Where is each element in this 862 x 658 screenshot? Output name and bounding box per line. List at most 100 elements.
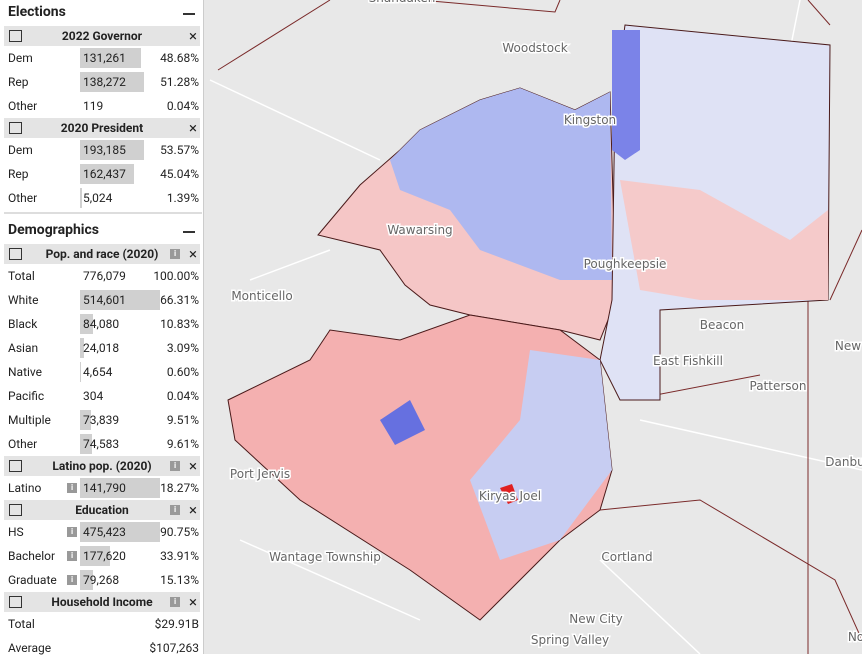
place-label: Danbu	[825, 455, 862, 469]
info-icon[interactable]: i	[67, 527, 77, 537]
place-label: Patterson	[750, 379, 807, 393]
row-count: 79,268	[83, 570, 119, 590]
group-title: 2020 President	[4, 118, 200, 138]
place-label: Wawarsing	[387, 223, 452, 237]
collapse-button[interactable]	[183, 231, 195, 233]
row-percent: 15.13%	[160, 570, 199, 590]
row-percent: 90.75%	[160, 522, 199, 542]
row-count: 84,080	[83, 314, 119, 334]
row-count: 776,079	[83, 266, 126, 286]
row-label: Average	[8, 638, 51, 658]
row-percent: 0.60%	[167, 362, 199, 382]
row-count: 24,018	[83, 338, 119, 358]
row-percent: 1.39%	[167, 188, 199, 208]
info-icon[interactable]: i	[170, 597, 180, 607]
group-title: 2022 Governor	[4, 26, 200, 46]
value-bar	[80, 188, 82, 208]
row-count: 5,024	[83, 188, 112, 208]
row-percent: 48.68%	[160, 48, 199, 68]
row-label: Dem	[8, 48, 33, 68]
row-count: 4,654	[83, 362, 112, 382]
place-label: Kingston	[564, 113, 616, 127]
row-percent: 53.57%	[160, 140, 199, 160]
row-label: Other	[8, 96, 37, 116]
row-percent: 10.83%	[160, 314, 199, 334]
row-percent: 0.04%	[167, 96, 199, 116]
row-count: 193,185	[83, 140, 126, 160]
row-label: Total	[8, 614, 35, 634]
place-label: New City	[569, 612, 623, 626]
section-title: Elections	[8, 4, 66, 20]
row-label: Multiple	[8, 410, 51, 430]
row-label: Rep	[8, 164, 29, 184]
row-count: 141,790	[83, 478, 126, 498]
row-label: Graduate	[8, 570, 57, 590]
place-label: Monticello	[231, 289, 292, 303]
row-label: Other	[8, 434, 37, 454]
row-percent: 33.91%	[160, 546, 199, 566]
info-icon[interactable]: i	[170, 505, 180, 515]
place-label: Port Jervis	[230, 467, 290, 481]
close-button[interactable]: ×	[189, 26, 197, 46]
row-count: 74,583	[83, 434, 119, 454]
info-icon[interactable]: i	[67, 551, 77, 561]
close-button[interactable]: ×	[189, 500, 197, 520]
row-percent: 45.04%	[160, 164, 199, 184]
close-button[interactable]: ×	[189, 456, 197, 476]
info-icon[interactable]: i	[170, 249, 180, 259]
close-button[interactable]: ×	[189, 244, 197, 264]
value-bar	[80, 362, 81, 382]
place-label: East Fishkill	[653, 354, 723, 368]
info-icon[interactable]: i	[170, 461, 180, 471]
row-percent: 3.09%	[167, 338, 199, 358]
row-count: 131,261	[83, 48, 126, 68]
info-icon[interactable]: i	[67, 575, 77, 585]
row-label: Black	[8, 314, 37, 334]
row-count: 138,272	[83, 72, 126, 92]
row-value: $29.91B	[155, 614, 199, 634]
row-count: 162,437	[83, 164, 126, 184]
row-label: Native	[8, 362, 42, 382]
row-percent: 18.27%	[160, 478, 199, 498]
row-count: 304	[83, 386, 103, 406]
row-count: 514,601	[83, 290, 126, 310]
row-label: Total	[8, 266, 35, 286]
info-icon[interactable]: i	[67, 483, 77, 493]
row-percent: 0.04%	[167, 386, 199, 406]
row-percent: 9.61%	[167, 434, 199, 454]
place-label: Beacon	[700, 318, 745, 332]
place-label: No	[848, 630, 862, 644]
place-label: Spring Valley	[531, 633, 609, 647]
place-label: New	[835, 339, 861, 353]
row-label: Dem	[8, 140, 33, 160]
close-button[interactable]: ×	[189, 592, 197, 612]
row-label: Rep	[8, 72, 29, 92]
row-percent: 51.28%	[160, 72, 199, 92]
place-label: Poughkeepsie	[584, 257, 667, 271]
row-percent: 66.31%	[160, 290, 199, 310]
row-label: Latino	[8, 478, 41, 498]
row-label: Other	[8, 188, 37, 208]
row-value: $107,263	[149, 638, 199, 658]
divider	[4, 212, 202, 214]
place-label: Kiryas Joel	[479, 489, 541, 503]
row-count: 475,423	[83, 522, 126, 542]
row-percent: 9.51%	[167, 410, 199, 430]
close-button[interactable]: ×	[189, 118, 197, 138]
row-label: Asian	[8, 338, 38, 358]
place-label: Shandaken	[369, 0, 436, 5]
row-label: Pacific	[8, 386, 44, 406]
row-count: 119	[83, 96, 103, 116]
row-count: 73,839	[83, 410, 119, 430]
place-label: Woodstock	[502, 41, 567, 55]
collapse-button[interactable]	[183, 13, 195, 15]
place-label: Wantage Township	[269, 550, 381, 564]
section-title: Demographics	[8, 222, 99, 238]
place-label: Cortland	[601, 550, 652, 564]
row-percent: 100.00%	[153, 266, 199, 286]
dutchess-dem-area	[612, 30, 640, 160]
row-label: Bachelor	[8, 546, 55, 566]
row-label: White	[8, 290, 38, 310]
